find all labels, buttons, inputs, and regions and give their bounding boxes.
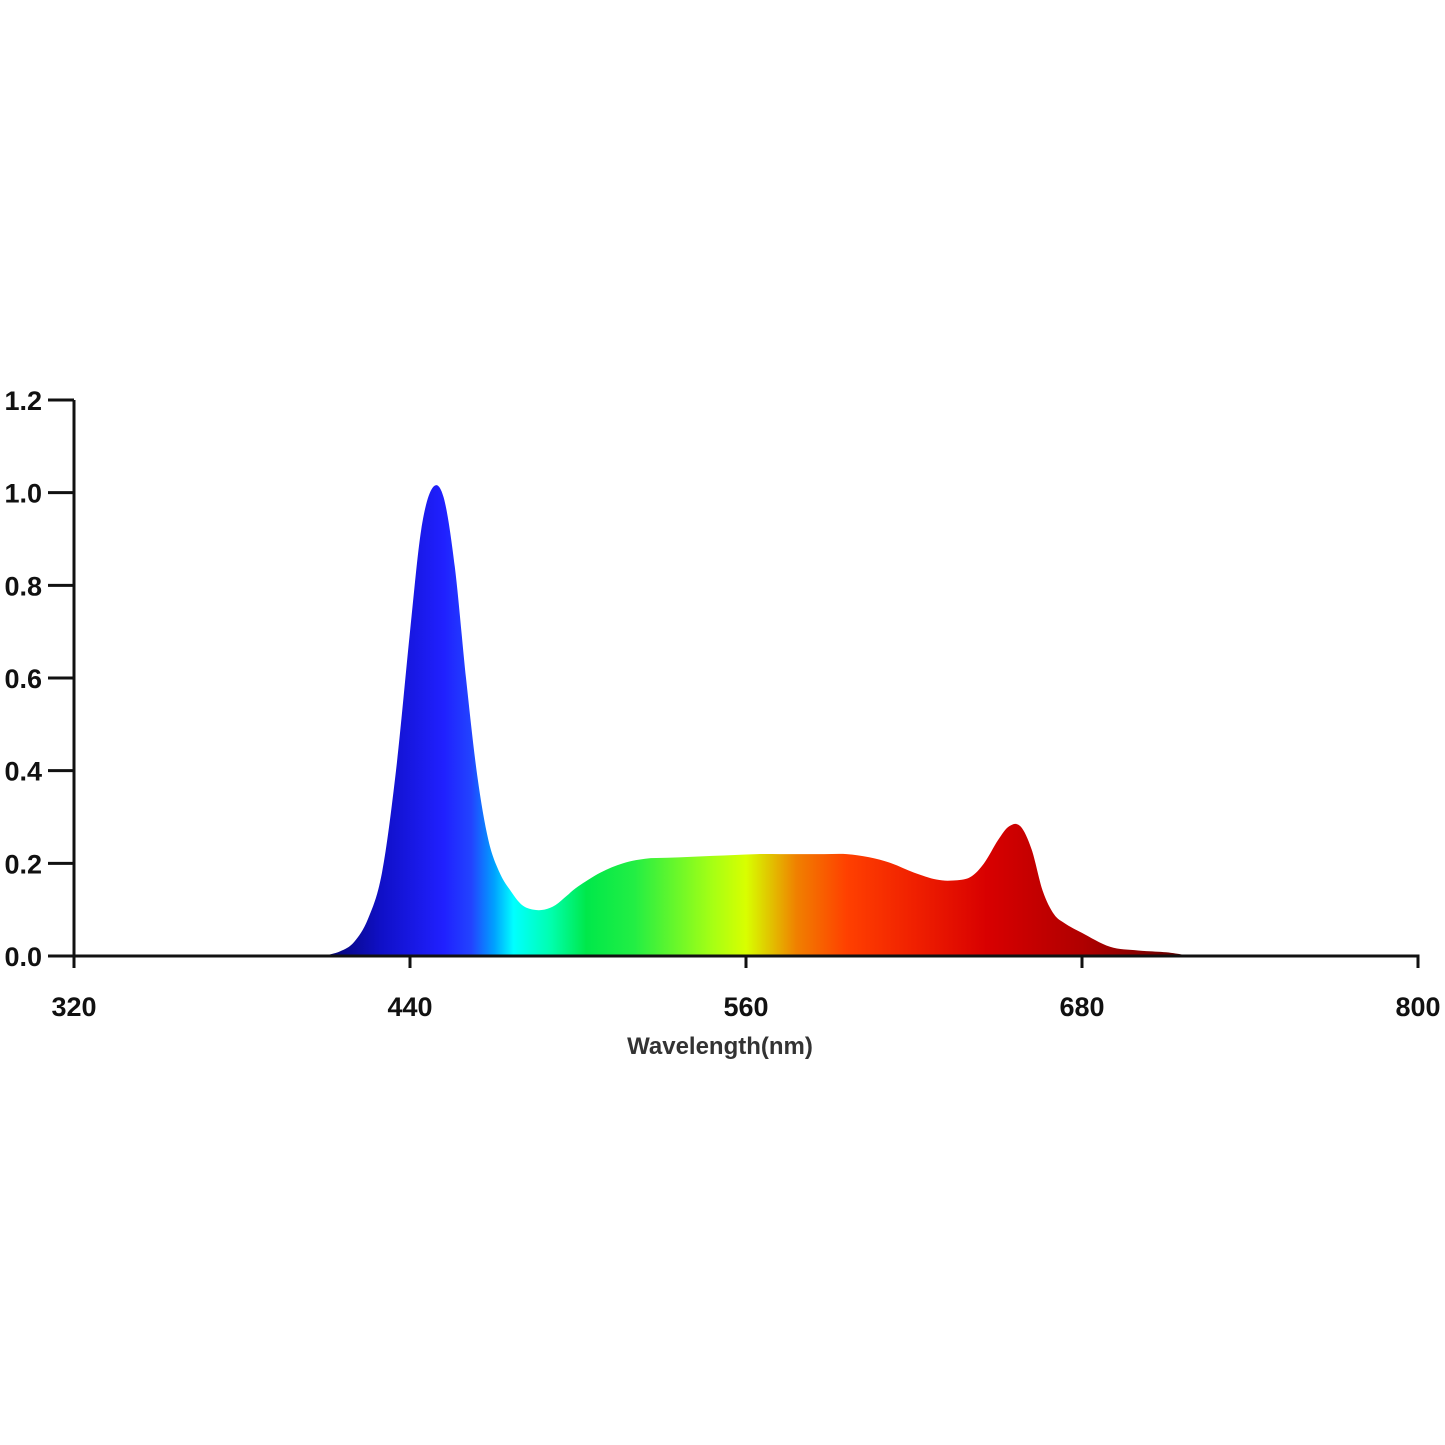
x-tick-label: 560 xyxy=(723,992,768,1022)
y-tick-label: 0.4 xyxy=(4,757,42,787)
x-axis-label: Wavelength(nm) xyxy=(627,1033,813,1060)
x-tick-label: 800 xyxy=(1395,992,1440,1022)
y-tick-label: 0.6 xyxy=(4,664,42,694)
y-tick-label: 1.2 xyxy=(4,386,42,416)
spectrum-area xyxy=(323,485,1194,956)
y-tick-label: 1.0 xyxy=(4,479,42,509)
y-tick-label: 0.2 xyxy=(4,849,42,879)
y-tick-label: 0.0 xyxy=(4,942,42,972)
x-tick-label: 320 xyxy=(51,992,96,1022)
y-tick-label: 0.8 xyxy=(4,571,42,601)
x-tick-label: 440 xyxy=(387,992,432,1022)
x-tick-label: 680 xyxy=(1059,992,1104,1022)
